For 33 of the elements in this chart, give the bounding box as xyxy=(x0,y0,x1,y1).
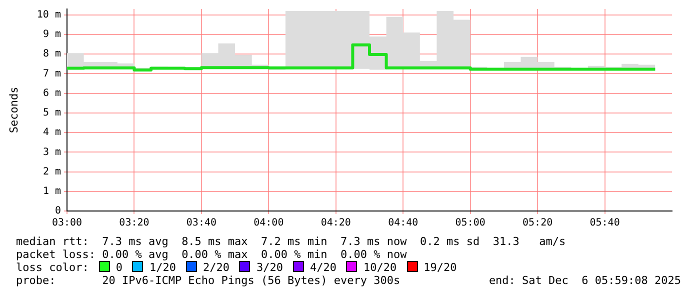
y-tick-label: 6 m xyxy=(42,88,61,99)
y-tick-label: 7 m xyxy=(42,68,61,80)
text: 4/20 xyxy=(310,261,336,274)
y-tick-label: 0 xyxy=(54,206,61,217)
text: packet loss: 0.00 % avg 0.00 % max 0.00 % min 0.00 % now xyxy=(16,248,407,261)
x-tick-label: 04:00 xyxy=(254,218,284,229)
y-tick-label: 10 m xyxy=(36,9,61,20)
x-tick-label: 03:40 xyxy=(186,218,216,229)
text: end: Sat Dec 6 05:59:08 2025 xyxy=(488,274,681,287)
x-tick-label: 04:20 xyxy=(320,218,351,229)
y-tick-label: 2 m xyxy=(42,166,61,178)
text: 10/20 xyxy=(363,261,397,274)
y-tick-label: 9 m xyxy=(42,29,61,40)
x-tick-label: 05:20 xyxy=(522,218,553,229)
text: probe: 20 IPv6-ICMP Echo Pings (56 Bytes) every 300s xyxy=(16,274,400,287)
y-tick-label: 5 m xyxy=(42,108,61,119)
y-tick-label: 4 m xyxy=(42,127,61,138)
x-tick-label: 05:00 xyxy=(455,218,486,229)
text: 1/20 xyxy=(149,261,176,274)
text: 0 xyxy=(116,261,122,274)
text: median rtt: 7.3 ms avg 8.5 ms max 7.2 ms min 7.3 ms now 0.2 ms sd 31.3 am/s xyxy=(16,235,566,248)
text: 2/20 xyxy=(202,261,230,274)
x-tick-label: 04:40 xyxy=(388,218,418,229)
text: 19/20 xyxy=(424,261,457,274)
x-tick-label: 03:20 xyxy=(119,218,150,229)
y-tick-label: 1 m xyxy=(42,186,61,197)
y-tick-label: 8 m xyxy=(42,48,61,60)
text: loss color: xyxy=(16,261,89,274)
x-tick-label: 05:40 xyxy=(590,218,620,229)
x-tick-label: 03:00 xyxy=(52,218,82,229)
text: 3/20 xyxy=(256,261,283,274)
y-axis-title: Seconds xyxy=(7,86,20,134)
y-tick-label: 3 m xyxy=(42,146,61,158)
